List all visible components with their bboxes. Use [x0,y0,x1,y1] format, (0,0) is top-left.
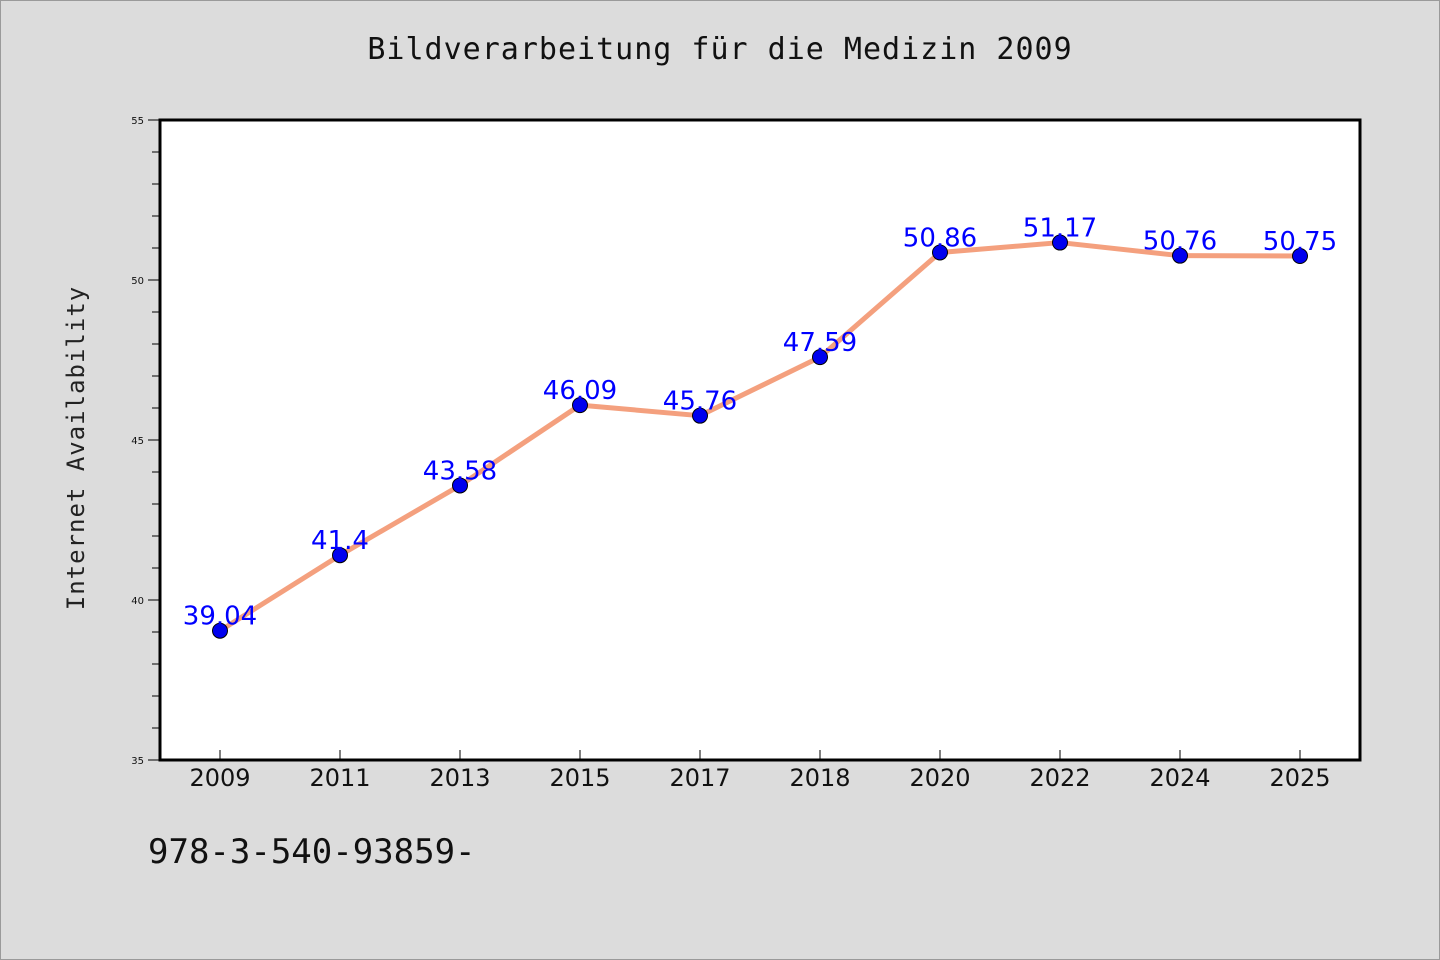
data-label: 51.17 [1023,214,1097,244]
x-tick-label: 2025 [1269,764,1330,792]
data-point [1052,234,1068,251]
series-line [217,240,1303,634]
x-tick-label: 2017 [669,764,730,792]
y-tick-label: 50 [131,276,144,287]
data-label: 50.75 [1263,227,1337,257]
footer-isbn-text: 978-3-540-93859- [148,832,476,872]
data-label: 45.76 [663,387,737,417]
data-point [212,622,228,639]
x-tick-label: 2018 [789,764,850,792]
data-point [572,397,588,414]
data-label: 47.59 [783,328,857,358]
x-tick-label: 2022 [1029,764,1090,792]
x-tick-label: 2015 [549,764,610,792]
data-point [932,244,948,261]
y-axis-label: Internet Availability [62,286,90,610]
x-tick-label: 2011 [309,764,370,792]
y-tick-label: 35 [131,756,144,767]
data-label: 46.09 [543,376,617,406]
x-tick-label: 2020 [909,764,970,792]
x-axis-ticks: 2009 2011 2013 2015 2017 2018 2020 2022 2024 2025 [189,750,1331,792]
x-tick-label: 2024 [1149,764,1210,792]
y-tick-label: 45 [131,436,144,447]
data-point [1292,248,1308,264]
data-label: 39.04 [183,602,257,632]
data-markers [212,234,1308,639]
data-label: 50.86 [903,223,977,253]
data-label: 43.58 [423,456,497,486]
x-tick-label: 2009 [189,764,250,792]
y-tick-label: 40 [131,596,144,607]
data-point [332,547,348,564]
y-minor-ticks [152,151,160,729]
data-labels: 39.04 41.4 43.58 46.09 45.76 47.59 50.86 51.17 5… [183,214,1337,632]
data-point [452,477,468,494]
y-axis-ticks: 35 40 45 50 55 [131,116,160,767]
data-point [692,407,708,424]
chart-title: Bildverarbeitung für die Medizin 2009 [367,32,1073,67]
data-point [812,349,828,366]
data-point [1172,247,1188,264]
data-label: 50.76 [1143,227,1217,257]
plot-area [158,118,1362,762]
x-tick-label: 2013 [429,764,490,792]
data-label: 41.4 [311,526,369,556]
y-tick-label: 55 [131,116,144,127]
